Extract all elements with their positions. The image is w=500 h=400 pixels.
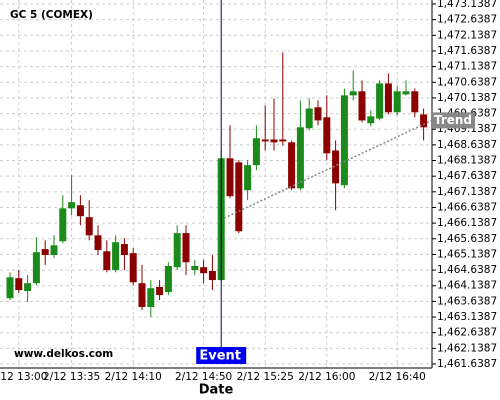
y-tick-label: 1,465.1387	[437, 248, 497, 260]
y-tick-label: 1,467.6387	[437, 170, 497, 182]
candle-body	[296, 127, 304, 189]
candle-body	[279, 139, 287, 142]
candle-body	[376, 83, 384, 119]
candle-body	[156, 286, 164, 296]
candle-body	[200, 267, 208, 274]
candle-body	[235, 162, 243, 232]
y-tick-label: 1,470.1387	[437, 92, 497, 104]
y-tick-label: 1,462.6387	[437, 327, 497, 339]
candle-body	[32, 252, 40, 284]
candle-body	[252, 138, 260, 166]
candle-body	[270, 139, 278, 143]
candle-body	[50, 245, 58, 256]
y-tick-label: 1,464.1387	[437, 280, 497, 292]
candle-body	[323, 117, 331, 154]
y-tick-label: 1,471.1387	[437, 61, 497, 73]
candle-body	[129, 253, 137, 283]
watermark: www.delkos.com	[14, 348, 113, 360]
candle-body	[349, 91, 357, 96]
x-tick-label: 2/12 13:00	[0, 371, 47, 383]
candle-body	[103, 251, 111, 271]
candle-body	[288, 142, 296, 189]
y-tick-label: 1,472.6387	[437, 14, 497, 26]
candle-body	[94, 235, 102, 251]
candle-body	[314, 107, 322, 121]
candle-body	[208, 270, 216, 281]
y-tick-label: 1,462.1387	[437, 342, 497, 354]
candle-body	[393, 91, 401, 113]
candle-body	[182, 233, 190, 263]
y-tick-label: 1,466.1387	[437, 217, 497, 229]
candle-body	[226, 158, 234, 197]
y-tick-label: 1,463.1387	[437, 311, 497, 323]
candle-body	[402, 91, 410, 95]
y-tick-label: 1,465.6387	[437, 233, 497, 245]
trend-label: Trend	[434, 113, 472, 127]
candle-body	[15, 278, 23, 291]
y-tick-label: 1,463.6387	[437, 295, 497, 307]
candle-body	[367, 116, 375, 124]
candle-body	[305, 108, 313, 129]
y-tick-label: 1,466.6387	[437, 201, 497, 213]
candle-body	[76, 205, 84, 217]
y-tick-label: 1,461.6387	[437, 358, 497, 370]
event-label-box	[196, 347, 247, 364]
candle-body	[41, 249, 49, 256]
x-tick-label: 2/12 14:10	[105, 371, 162, 383]
candle-body	[164, 265, 172, 292]
candle-body	[411, 91, 419, 113]
candle-body	[173, 233, 181, 268]
candle-body	[112, 242, 120, 271]
candles	[6, 0, 433, 347]
candle-body	[138, 283, 146, 307]
trend-label-box	[431, 112, 475, 129]
candle-body	[147, 288, 155, 307]
candle-body	[120, 244, 128, 256]
y-tick-label: 1,471.6387	[437, 45, 497, 57]
y-tick-label: 1,467.1387	[437, 186, 497, 198]
labels: 1,461.6387 1,462.1387 1,462.6387 1,463.1387…	[0, 0, 497, 383]
candle-body	[68, 202, 76, 209]
candle-body	[358, 91, 366, 121]
candle-body	[59, 208, 67, 242]
event-label: Event	[199, 349, 241, 364]
candle-body	[261, 139, 269, 142]
y-tick-label: 1,464.6387	[437, 264, 497, 276]
x-tick-label: 2/12 15:25	[237, 371, 294, 383]
y-tick-label: 1,472.1387	[437, 29, 497, 41]
y-tick-label: 1,473.1387	[437, 0, 497, 10]
candle-body	[420, 114, 428, 128]
candle-body	[244, 165, 252, 191]
y-tick-label: 1,470.6387	[437, 76, 497, 88]
chart-title: GC 5 (COMEX)	[10, 9, 93, 21]
candle-body	[191, 265, 199, 271]
y-tick-label: 1,468.6387	[437, 139, 497, 151]
candle-body	[24, 283, 32, 292]
candle-body	[384, 83, 392, 113]
candle-body	[6, 277, 14, 299]
candle-body	[332, 150, 340, 184]
x-tick-label: 2/12 16:40	[369, 371, 426, 383]
x-tick-label: 2/12 16:00	[298, 371, 355, 383]
y-tick-label: 1,468.1387	[437, 155, 497, 167]
x-tick-label: 2/12 14:50	[175, 371, 232, 383]
candle-body	[85, 217, 93, 236]
x-tick-label: 2/12 13:35	[43, 371, 100, 383]
x-axis-title: Date	[199, 383, 234, 398]
candle-body	[340, 95, 348, 186]
